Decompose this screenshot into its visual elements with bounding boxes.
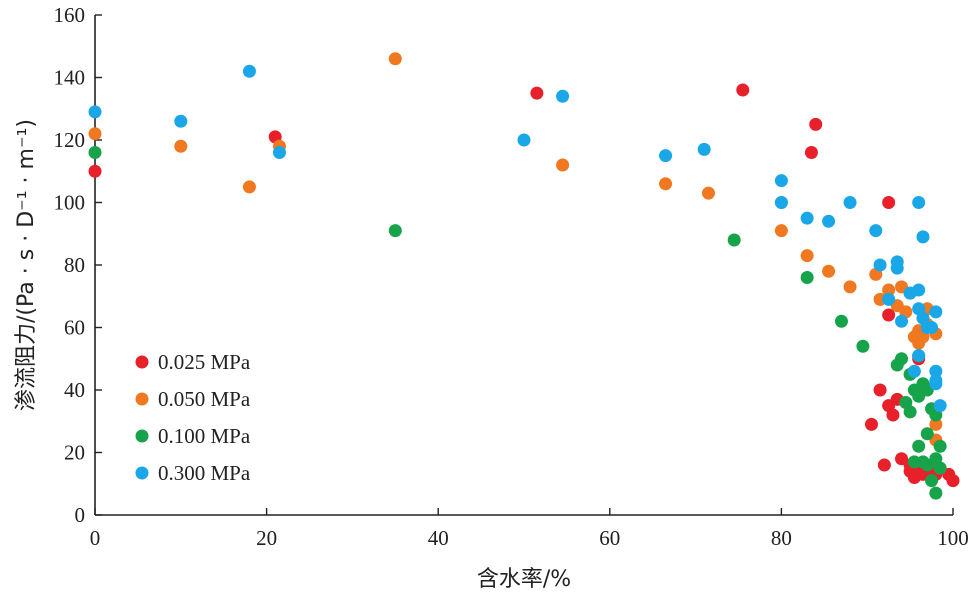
point-0-025-mpa (530, 86, 544, 100)
point-0-300-mpa (800, 211, 814, 225)
y-axis-title: 渗流阻力/(Pa · s · D⁻¹ · m⁻¹) (14, 119, 39, 411)
point-0-100-mpa (920, 427, 934, 441)
point-0-100-mpa (929, 486, 943, 500)
legend-label: 0.025 MPa (158, 350, 251, 374)
y-ticks: 0 20 40 60 80 100 120 140 160 (54, 3, 102, 527)
point-0-300-mpa (774, 196, 788, 209)
point-0-100-mpa (933, 461, 947, 475)
point-0-300-mpa (925, 321, 939, 334)
point-0-300-mpa (929, 364, 943, 378)
point-0-300-mpa (517, 133, 531, 147)
point-0-050-mpa (843, 280, 857, 294)
point-0-100-mpa (834, 314, 848, 328)
legend-marker (135, 355, 149, 369)
point-0-100-mpa (912, 439, 926, 453)
point-0-025-mpa (882, 196, 896, 209)
point-0-100-mpa (925, 474, 939, 488)
point-0-300-mpa (697, 142, 711, 156)
point-0-050-mpa (882, 283, 896, 297)
point-0-025-mpa (873, 383, 887, 397)
y-tick-label: 140 (54, 66, 86, 90)
point-0-300-mpa (174, 114, 188, 128)
point-0-025-mpa (804, 146, 818, 159)
point-0-300-mpa (929, 374, 943, 388)
point-0-300-mpa (916, 230, 930, 244)
point-0-300-mpa (272, 146, 286, 159)
point-0-300-mpa (907, 364, 921, 378)
point-0-050-mpa (174, 139, 188, 153)
point-0-050-mpa (774, 224, 788, 238)
point-0-300-mpa (822, 214, 836, 228)
point-0-300-mpa (890, 255, 904, 269)
point-0-025-mpa (736, 83, 750, 97)
point-0-050-mpa (88, 127, 102, 141)
point-0-300-mpa (556, 89, 570, 103)
point-0-100-mpa (895, 352, 909, 366)
point-0-100-mpa (800, 271, 814, 284)
point-0-100-mpa (856, 339, 870, 353)
point-0-050-mpa (701, 186, 715, 200)
point-0-050-mpa (929, 417, 943, 431)
y-tick-label: 80 (64, 253, 85, 277)
point-0-300-mpa (873, 258, 887, 272)
point-0-050-mpa (388, 52, 402, 66)
y-tick-label: 20 (64, 441, 85, 465)
point-0-050-mpa (800, 249, 814, 263)
point-0-100-mpa (388, 224, 402, 238)
x-axis-title: 含水率/% (477, 567, 571, 592)
x-ticks: 0 20 40 60 80 100 (90, 508, 969, 550)
x-tick-label: 40 (428, 526, 449, 550)
point-0-300-mpa (882, 292, 896, 306)
point-0-025-mpa (864, 417, 878, 431)
point-0-025-mpa (886, 408, 900, 422)
data-points (88, 52, 960, 500)
y-tick-label: 160 (54, 3, 86, 27)
x-tick-label: 60 (599, 526, 620, 550)
point-0-300-mpa (912, 349, 926, 363)
point-0-025-mpa (946, 474, 960, 488)
point-0-300-mpa (895, 314, 909, 328)
point-0-300-mpa (869, 224, 883, 238)
y-tick-label: 120 (54, 128, 86, 152)
point-0-300-mpa (843, 196, 857, 209)
point-0-300-mpa (659, 149, 673, 163)
legend-label: 0.050 MPa (158, 387, 251, 411)
y-tick-label: 0 (75, 503, 86, 527)
point-0-300-mpa (242, 64, 256, 78)
y-tick-label: 60 (64, 316, 85, 340)
point-0-300-mpa (774, 174, 788, 188)
point-0-050-mpa (659, 177, 673, 191)
point-0-100-mpa (933, 439, 947, 453)
point-0-300-mpa (912, 283, 926, 297)
legend-label: 0.100 MPa (158, 424, 251, 448)
point-0-300-mpa (929, 305, 943, 319)
legend-marker (135, 466, 149, 480)
point-0-100-mpa (727, 233, 741, 247)
point-0-100-mpa (903, 405, 917, 419)
point-0-300-mpa (912, 196, 926, 209)
x-tick-label: 80 (771, 526, 792, 550)
x-tick-label: 100 (937, 526, 969, 550)
y-tick-label: 40 (64, 378, 85, 402)
point-0-050-mpa (556, 158, 570, 172)
point-0-300-mpa (88, 105, 102, 119)
x-tick-label: 0 (90, 526, 101, 550)
point-0-300-mpa (933, 399, 947, 413)
legend: 0.025 MPa 0.050 MPa 0.100 MPa 0.300 MPa (135, 350, 251, 485)
point-0-025-mpa (877, 458, 891, 472)
point-0-025-mpa (809, 117, 823, 131)
point-0-050-mpa (822, 264, 836, 278)
x-tick-label: 20 (256, 526, 277, 550)
point-0-050-mpa (242, 180, 256, 194)
legend-label: 0.300 MPa (158, 461, 251, 485)
point-0-025-mpa (882, 308, 896, 322)
point-0-100-mpa (88, 146, 102, 159)
y-tick-label: 100 (54, 191, 86, 215)
legend-marker (135, 392, 149, 406)
point-0-025-mpa (88, 164, 102, 178)
legend-marker (135, 429, 149, 443)
